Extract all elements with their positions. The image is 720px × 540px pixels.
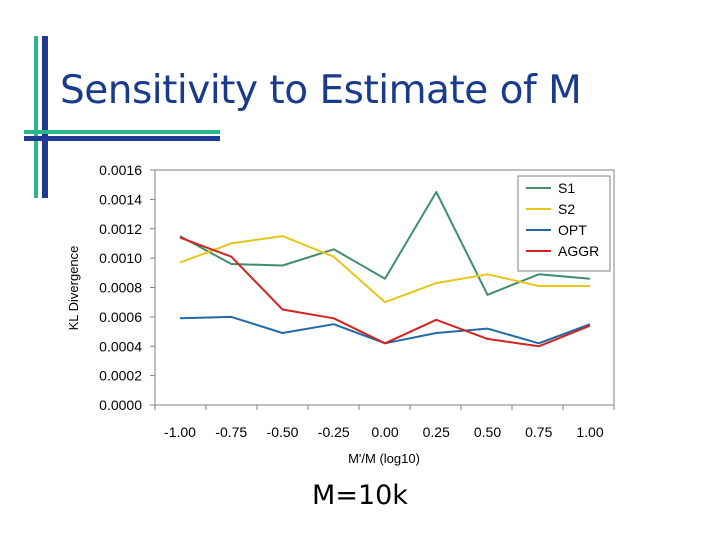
series-line-opt — [179, 315, 591, 345]
x-tick-label: 0.75 — [525, 424, 552, 440]
x-tick-label: 1.00 — [576, 424, 603, 440]
y-tick-label: 0.0004 — [99, 338, 142, 354]
x-tick-label: -0.25 — [318, 424, 350, 440]
x-tick-label: -1.00 — [164, 424, 196, 440]
y-tick-label: 0.0008 — [99, 280, 142, 296]
x-tick-label: 0.25 — [423, 424, 450, 440]
y-tick-label: 0.0010 — [99, 250, 142, 266]
x-tick-label: 0.00 — [371, 424, 398, 440]
accent-bar-vertical-blue — [42, 36, 48, 198]
slide-title: Sensitivity to Estimate of M — [60, 68, 582, 113]
accent-bar-horizontal-blue — [24, 136, 220, 141]
legend-label: OPT — [558, 222, 587, 238]
legend-label: S1 — [558, 180, 575, 196]
x-tick-label: 0.50 — [474, 424, 501, 440]
legend-label: AGGR — [558, 243, 599, 259]
y-axis-label: KL Divergence — [66, 246, 81, 331]
slide-caption: M=10k — [312, 480, 408, 511]
y-tick-label: 0.0014 — [99, 191, 142, 207]
y-tick-label: 0.0006 — [99, 309, 142, 325]
accent-bar-vertical-green — [34, 36, 38, 198]
y-tick-label: 0.0002 — [99, 368, 142, 384]
legend: S1 S2 OPT AGGR — [517, 175, 611, 272]
y-tick-label: 0.0012 — [99, 221, 142, 237]
y-axis-ticks: 0.0000 0.0002 0.0004 0.0006 0.0008 0.0010 0.00… — [99, 162, 155, 413]
y-tick-label: 0.0000 — [99, 397, 142, 413]
x-axis-label: M'/M (log10) — [348, 451, 420, 466]
x-tick-label: -0.50 — [267, 424, 299, 440]
series-line-s2 — [179, 235, 590, 304]
accent-bar-horizontal-green — [24, 130, 220, 134]
x-tick-label: -0.75 — [215, 424, 247, 440]
legend-label: S2 — [558, 201, 575, 217]
y-tick-label: 0.0016 — [99, 162, 142, 178]
x-axis-ticks: -1.00 -0.75 -0.50 -0.25 0.00 0.25 0.50 0.75 1.00 — [154, 405, 615, 440]
series-lines — [179, 191, 591, 348]
series-line-aggr — [179, 236, 591, 348]
legend-box — [517, 175, 611, 272]
